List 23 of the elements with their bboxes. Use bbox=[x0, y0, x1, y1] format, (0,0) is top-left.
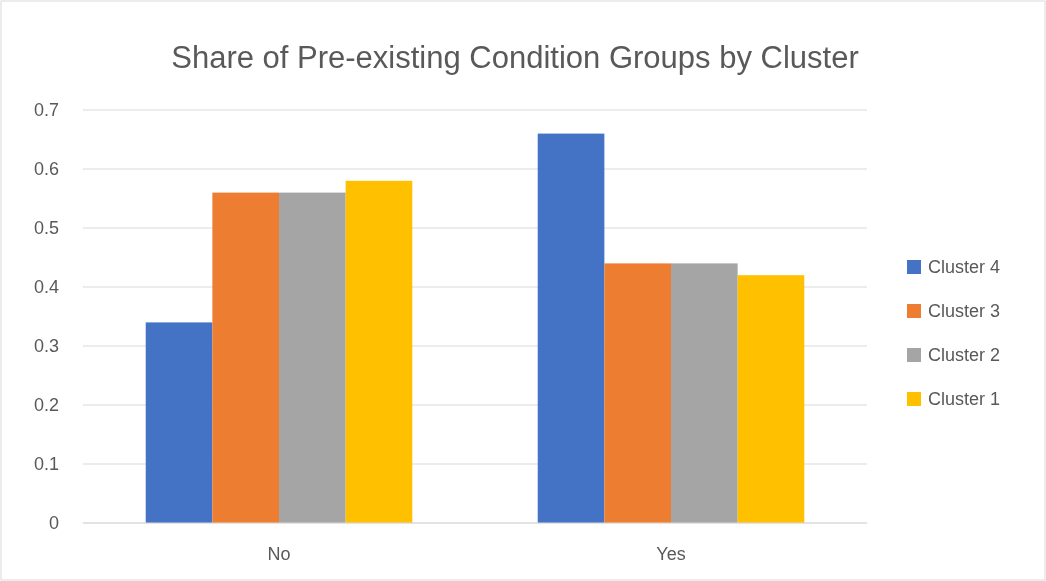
bar bbox=[212, 192, 279, 523]
bar bbox=[345, 180, 413, 523]
bar bbox=[737, 275, 805, 523]
y-tick-label: 0.7 bbox=[33, 100, 59, 121]
bar bbox=[671, 263, 738, 523]
bar bbox=[279, 192, 346, 523]
y-tick-label: 0.2 bbox=[33, 395, 59, 416]
legend-label: Cluster 3 bbox=[928, 301, 1001, 322]
legend-label: Cluster 1 bbox=[928, 389, 1001, 410]
y-tick-label: 0.6 bbox=[33, 159, 59, 180]
x-tick-label: No bbox=[267, 544, 291, 564]
chart-title: Share of Pre-existing Condition Groups by Cluster bbox=[171, 40, 859, 75]
bar bbox=[604, 263, 671, 523]
bar bbox=[537, 133, 605, 523]
y-tick-label: 0.5 bbox=[33, 218, 59, 239]
legend-label: Cluster 2 bbox=[928, 345, 1001, 366]
x-tick-label: Yes bbox=[656, 544, 686, 564]
y-tick-label: 0.3 bbox=[33, 336, 59, 357]
legend-label: Cluster 4 bbox=[928, 257, 1001, 278]
bar bbox=[145, 322, 213, 523]
y-tick-label: 0 bbox=[48, 513, 59, 534]
y-tick-label: 0.1 bbox=[33, 454, 59, 475]
y-tick-label: 0.4 bbox=[33, 277, 59, 298]
